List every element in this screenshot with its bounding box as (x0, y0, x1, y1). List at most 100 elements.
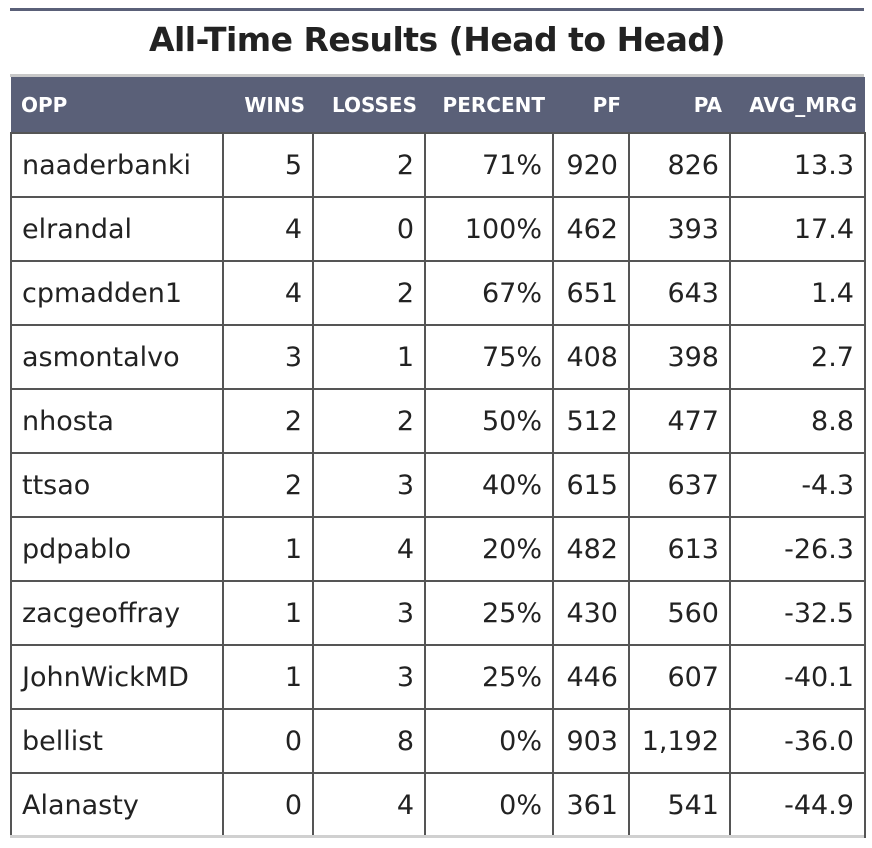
cell-pa: 637 (628, 452, 731, 518)
cell-percent: 75% (424, 324, 554, 390)
cell-pf: 361 (552, 772, 630, 838)
cell-wins: 2 (222, 452, 314, 518)
cell-avg-mrg: -40.1 (729, 644, 866, 710)
cell-opp: Alanasty (10, 772, 224, 838)
cell-wins: 1 (222, 516, 314, 582)
cell-opp: asmontalvo (10, 324, 224, 390)
table-row: ttsao 2 3 40% 615 637 -4.3 (10, 452, 866, 518)
cell-percent: 71% (424, 132, 554, 198)
column-header-pa: PA (693, 92, 722, 117)
cell-avg-mrg: -4.3 (729, 452, 866, 518)
cell-avg-mrg: 2.7 (729, 324, 866, 390)
header-rule (10, 74, 864, 77)
cell-opp: ttsao (10, 452, 224, 518)
cell-avg-mrg: -26.3 (729, 516, 866, 582)
cell-losses: 2 (312, 132, 426, 198)
cell-pf: 408 (552, 324, 630, 390)
cell-pa: 1,192 (628, 708, 731, 774)
table-row: JohnWickMD 1 3 25% 446 607 -40.1 (10, 644, 866, 710)
cell-losses: 2 (312, 388, 426, 454)
cell-percent: 67% (424, 260, 554, 326)
column-header-losses: LOSSES (331, 92, 417, 117)
cell-losses: 3 (312, 452, 426, 518)
cell-percent: 20% (424, 516, 554, 582)
cell-percent: 25% (424, 580, 554, 646)
bottom-rule (10, 835, 864, 838)
cell-wins: 3 (222, 324, 314, 390)
column-header-opp: OPP (21, 92, 68, 117)
cell-pa: 826 (628, 132, 731, 198)
cell-opp: nhosta (10, 388, 224, 454)
cell-opp: naaderbanki (10, 132, 224, 198)
cell-wins: 2 (222, 388, 314, 454)
cell-wins: 5 (222, 132, 314, 198)
cell-pf: 430 (552, 580, 630, 646)
top-rule (10, 8, 864, 11)
cell-pf: 903 (552, 708, 630, 774)
cell-percent: 100% (424, 196, 554, 262)
cell-wins: 4 (222, 260, 314, 326)
cell-pf: 462 (552, 196, 630, 262)
cell-percent: 40% (424, 452, 554, 518)
cell-pf: 512 (552, 388, 630, 454)
cell-avg-mrg: 13.3 (729, 132, 866, 198)
column-header-wins: WINS (244, 92, 305, 117)
results-table: OPP WINS LOSSES PERCENT PF PA AVG_MRG na… (10, 77, 866, 838)
cell-opp: JohnWickMD (10, 644, 224, 710)
cell-wins: 4 (222, 196, 314, 262)
cell-wins: 1 (222, 580, 314, 646)
cell-avg-mrg: 1.4 (729, 260, 866, 326)
cell-pf: 615 (552, 452, 630, 518)
cell-percent: 50% (424, 388, 554, 454)
cell-pa: 643 (628, 260, 731, 326)
cell-wins: 0 (222, 772, 314, 838)
cell-opp: pdpablo (10, 516, 224, 582)
cell-losses: 3 (312, 580, 426, 646)
cell-losses: 4 (312, 772, 426, 838)
cell-pa: 541 (628, 772, 731, 838)
cell-pa: 398 (628, 324, 731, 390)
cell-losses: 8 (312, 708, 426, 774)
cell-losses: 4 (312, 516, 426, 582)
cell-opp: cpmadden1 (10, 260, 224, 326)
table-row: asmontalvo 3 1 75% 408 398 2.7 (10, 324, 866, 390)
header-row: OPP WINS LOSSES PERCENT PF PA AVG_MRG (11, 77, 865, 133)
table-row: bellist 0 8 0% 903 1,192 -36.0 (10, 708, 866, 774)
column-header-percent: PERCENT (442, 92, 545, 117)
cell-pa: 393 (628, 196, 731, 262)
cell-wins: 0 (222, 708, 314, 774)
cell-losses: 3 (312, 644, 426, 710)
table-row: elrandal 4 0 100% 462 393 17.4 (10, 196, 866, 262)
cell-wins: 1 (222, 644, 314, 710)
column-header-avg-mrg: AVG_MRG (749, 92, 857, 117)
table-row: naaderbanki 5 2 71% 920 826 13.3 (10, 132, 866, 198)
cell-pa: 560 (628, 580, 731, 646)
cell-avg-mrg: -32.5 (729, 580, 866, 646)
table-row: Alanasty 0 4 0% 361 541 -44.9 (10, 772, 866, 838)
table-row: pdpablo 1 4 20% 482 613 -26.3 (10, 516, 866, 582)
cell-losses: 1 (312, 324, 426, 390)
cell-opp: bellist (10, 708, 224, 774)
cell-losses: 2 (312, 260, 426, 326)
cell-avg-mrg: -36.0 (729, 708, 866, 774)
cell-percent: 25% (424, 644, 554, 710)
cell-opp: zacgeoffray (10, 580, 224, 646)
table-row: cpmadden1 4 2 67% 651 643 1.4 (10, 260, 866, 326)
cell-pf: 651 (552, 260, 630, 326)
column-header-pf: PF (592, 92, 621, 117)
cell-pa: 613 (628, 516, 731, 582)
table-title: All-Time Results (Head to Head) (148, 20, 726, 59)
table-row: zacgeoffray 1 3 25% 430 560 -32.5 (10, 580, 866, 646)
cell-pf: 446 (552, 644, 630, 710)
cell-opp: elrandal (10, 196, 224, 262)
cell-avg-mrg: 17.4 (729, 196, 866, 262)
cell-losses: 0 (312, 196, 426, 262)
cell-pf: 482 (552, 516, 630, 582)
cell-avg-mrg: -44.9 (729, 772, 866, 838)
cell-pa: 477 (628, 388, 731, 454)
table-body: naaderbanki 5 2 71% 920 826 13.3 elrandal 4 0 100%… (10, 132, 866, 838)
cell-percent: 0% (424, 708, 554, 774)
table-row: nhosta 2 2 50% 512 477 8.8 (10, 388, 866, 454)
cell-percent: 0% (424, 772, 554, 838)
cell-avg-mrg: 8.8 (729, 388, 866, 454)
